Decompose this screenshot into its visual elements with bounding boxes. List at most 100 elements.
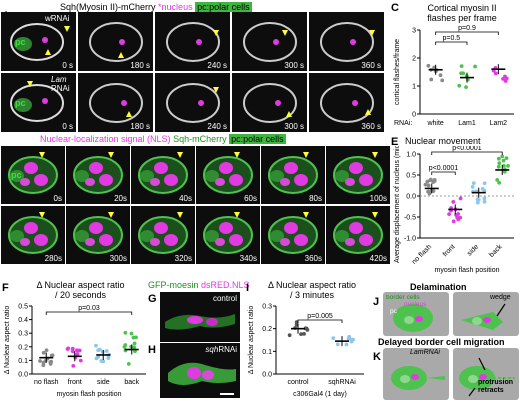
- data-point: [482, 188, 487, 193]
- x-axis-label: c306Gal4 (1 day): [293, 391, 347, 398]
- panel-b-frame-4: 300 s: [232, 73, 307, 132]
- data-point: [440, 78, 445, 83]
- panel-a-rnai: wRNAi: [45, 14, 70, 23]
- panel-b-time-2: 180 s: [130, 122, 150, 131]
- panel-f-title: Δ Nuclear aspect ratio / 20 seconds: [18, 280, 143, 300]
- data-point: [426, 183, 431, 188]
- ab-title: Sqh(Myosin II)-mCherry *nucleus pc:polar…: [60, 2, 252, 12]
- panel-h-label: H: [148, 344, 156, 356]
- data-point: [66, 346, 71, 351]
- data-point: [495, 177, 500, 182]
- panel-j-label: J: [373, 296, 380, 308]
- y-tick-label: 0.0: [262, 372, 272, 379]
- data-point: [49, 353, 54, 358]
- panel-b-time-3: 240 s: [207, 122, 227, 131]
- data-point: [429, 77, 434, 82]
- panel-k-protrusion-label: protrusion retracts: [478, 379, 513, 395]
- dRow2-time-1: 280s: [44, 254, 62, 263]
- data-point: [482, 181, 487, 186]
- data-point: [78, 358, 83, 363]
- x-tick-label: side: [466, 243, 480, 257]
- data-point: [501, 163, 506, 168]
- panel-k-lam-text: LamRNAi: [410, 349, 440, 356]
- panel-b-rnai-text: RNAi: [51, 84, 70, 93]
- data-point: [471, 181, 476, 186]
- dRow2-time-3: 320s: [174, 254, 192, 263]
- y-tick-label: 0.2: [262, 326, 272, 333]
- dRow1-time-6: 100s: [369, 194, 387, 203]
- panel-b-time-1: 0 s: [62, 122, 73, 131]
- x-tick-label: Lam1: [458, 120, 476, 127]
- p-value: p=0.5: [442, 35, 460, 42]
- panel-j-diagram: [383, 292, 519, 336]
- panel-b-pc: pc: [15, 98, 26, 108]
- significance-bar: [45, 311, 133, 315]
- panel-j-legend-pc: pc: [390, 308, 397, 315]
- y-tick-label: 0.2: [18, 344, 28, 351]
- panel-k-protrusion: protrusion: [478, 379, 513, 386]
- data-point: [96, 348, 101, 353]
- ab-title-sqh: Sqh(Myosin II)-mCherry: [60, 2, 156, 12]
- dRow2-frame-4: 340s: [196, 206, 260, 264]
- dRow2-frame-5: 360s: [261, 206, 325, 264]
- data-point: [482, 196, 487, 201]
- panel-b-frame-5: 360 s: [309, 73, 384, 132]
- dRow2-time-4: 340s: [239, 254, 257, 263]
- panel-j-wedge-label: wedge: [490, 294, 511, 301]
- panel-j-legend-border: border cells: [386, 294, 420, 301]
- data-point: [438, 73, 443, 78]
- data-point: [99, 359, 104, 363]
- data-point: [455, 215, 460, 220]
- panel-k-label: K: [373, 351, 381, 363]
- data-point: [132, 345, 137, 350]
- panel-gh-title-ds: dsRED.NLS: [201, 280, 250, 290]
- x-tick-label: no flash: [34, 379, 59, 386]
- y-tick-label: 0.1: [18, 358, 28, 365]
- data-point: [496, 156, 501, 161]
- data-point: [458, 196, 463, 201]
- panel-a-frame-5: 360 s: [309, 12, 384, 71]
- data-point: [123, 343, 128, 347]
- data-point: [427, 191, 432, 196]
- significance-bar: [431, 171, 456, 175]
- panel-d-title-pc: pc:polar cells: [229, 134, 286, 144]
- panel-a-frame-2: 180 s: [78, 12, 153, 71]
- dRow1-frame-6: 100s: [326, 146, 390, 204]
- data-point: [71, 363, 76, 368]
- dRow1-frame-2: 20s: [66, 146, 130, 204]
- panel-j-title: Delamination: [410, 282, 467, 292]
- x-tick-label: back: [488, 243, 504, 259]
- y-tick-label: 0.4: [18, 317, 28, 324]
- data-point: [459, 64, 464, 69]
- panel-a-time-5: 360 s: [361, 61, 381, 70]
- y-tick-label: 1: [412, 84, 416, 91]
- data-point: [458, 215, 463, 220]
- y-tick-label: 0.0: [406, 194, 416, 201]
- y-tick-label: 1.0: [406, 152, 416, 159]
- panel-a-frame-1: 0 s wRNAi pc: [1, 12, 76, 71]
- panel-b-frame-3: 240 s: [155, 73, 230, 132]
- y-tick-label: 0: [412, 112, 416, 119]
- panel-b-time-4: 300 s: [284, 122, 304, 131]
- data-point: [475, 200, 480, 205]
- p-value: p=0.9: [458, 25, 476, 32]
- panel-e-title: Nuclear movement: [405, 136, 481, 146]
- data-point: [496, 164, 501, 169]
- dRow2-frame-1: 280s: [1, 206, 65, 264]
- data-point: [304, 326, 309, 331]
- y-tick-label: -0.5: [404, 215, 416, 222]
- y-axis-label: Average displacement of nucleus (microns…: [394, 146, 401, 263]
- data-point: [331, 336, 336, 341]
- significance-bar: [431, 151, 503, 155]
- data-point: [457, 83, 462, 88]
- panel-a-frame-4: 300 s: [232, 12, 307, 71]
- chart-e: -1.0 -0.5 0.0 0.5 1.0 no flash front side back p<…: [394, 146, 514, 274]
- panel-h-sqh: sqhRNAi: [205, 345, 237, 354]
- panel-a-pc: pc: [15, 37, 26, 47]
- y-tick-label: 0.3: [262, 304, 272, 311]
- panel-b-frame-2: 180 s: [78, 73, 153, 132]
- data-point: [475, 197, 480, 202]
- y-tick-label: -1.0: [404, 236, 416, 243]
- panel-k-lam: LamRNAi: [410, 349, 440, 356]
- chart-f: 0.0 0.1 0.2 0.3 0.4 0.5 no flash front side back p…: [4, 304, 146, 398]
